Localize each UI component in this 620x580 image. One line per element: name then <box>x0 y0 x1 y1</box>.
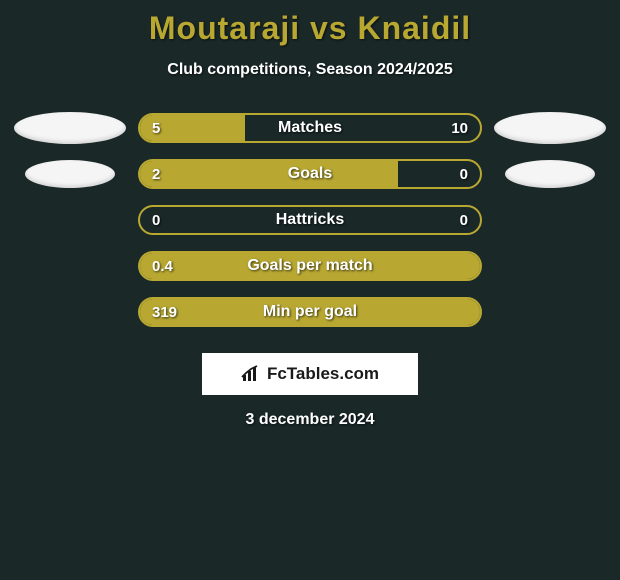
team-badge-left <box>25 160 115 188</box>
stat-row: 319Min per goal <box>0 289 620 335</box>
stat-row: 20Goals <box>0 151 620 197</box>
stat-value-right: 0 <box>460 207 468 233</box>
bar-fill-left <box>140 253 480 279</box>
bar-fill-left <box>140 299 480 325</box>
page-title: Moutaraji vs Knaidil <box>0 0 620 47</box>
stat-row: 0 0Hattricks <box>0 197 620 243</box>
stat-bar: 0 0Hattricks <box>138 205 482 235</box>
watermark: FcTables.com <box>202 353 418 395</box>
team-badge-right <box>505 160 595 188</box>
stat-value-left: 0 <box>152 207 160 233</box>
team-badge-right <box>494 112 606 144</box>
stat-value-left: 5 <box>152 115 160 141</box>
stat-bar: 510Matches <box>138 113 482 143</box>
stat-bar: 0.4Goals per match <box>138 251 482 281</box>
stat-bar: 20Goals <box>138 159 482 189</box>
stat-value-right: 0 <box>460 161 468 187</box>
stat-label: Hattricks <box>140 207 480 233</box>
stat-rows: 510Matches20Goals00Hattricks0.4Goals per… <box>0 105 620 335</box>
stat-row: 0.4Goals per match <box>0 243 620 289</box>
stat-value-right: 10 <box>451 115 468 141</box>
stat-bar: 319Min per goal <box>138 297 482 327</box>
team-badge-left <box>14 112 126 144</box>
chart-icon <box>241 365 263 383</box>
stat-row: 510Matches <box>0 105 620 151</box>
watermark-text: FcTables.com <box>267 364 379 384</box>
stat-value-left: 2 <box>152 161 160 187</box>
date-text: 3 december 2024 <box>0 411 620 429</box>
stat-value-left: 319 <box>152 299 177 325</box>
stat-value-left: 0.4 <box>152 253 173 279</box>
subtitle: Club competitions, Season 2024/2025 <box>0 61 620 79</box>
bar-fill-left <box>140 161 398 187</box>
